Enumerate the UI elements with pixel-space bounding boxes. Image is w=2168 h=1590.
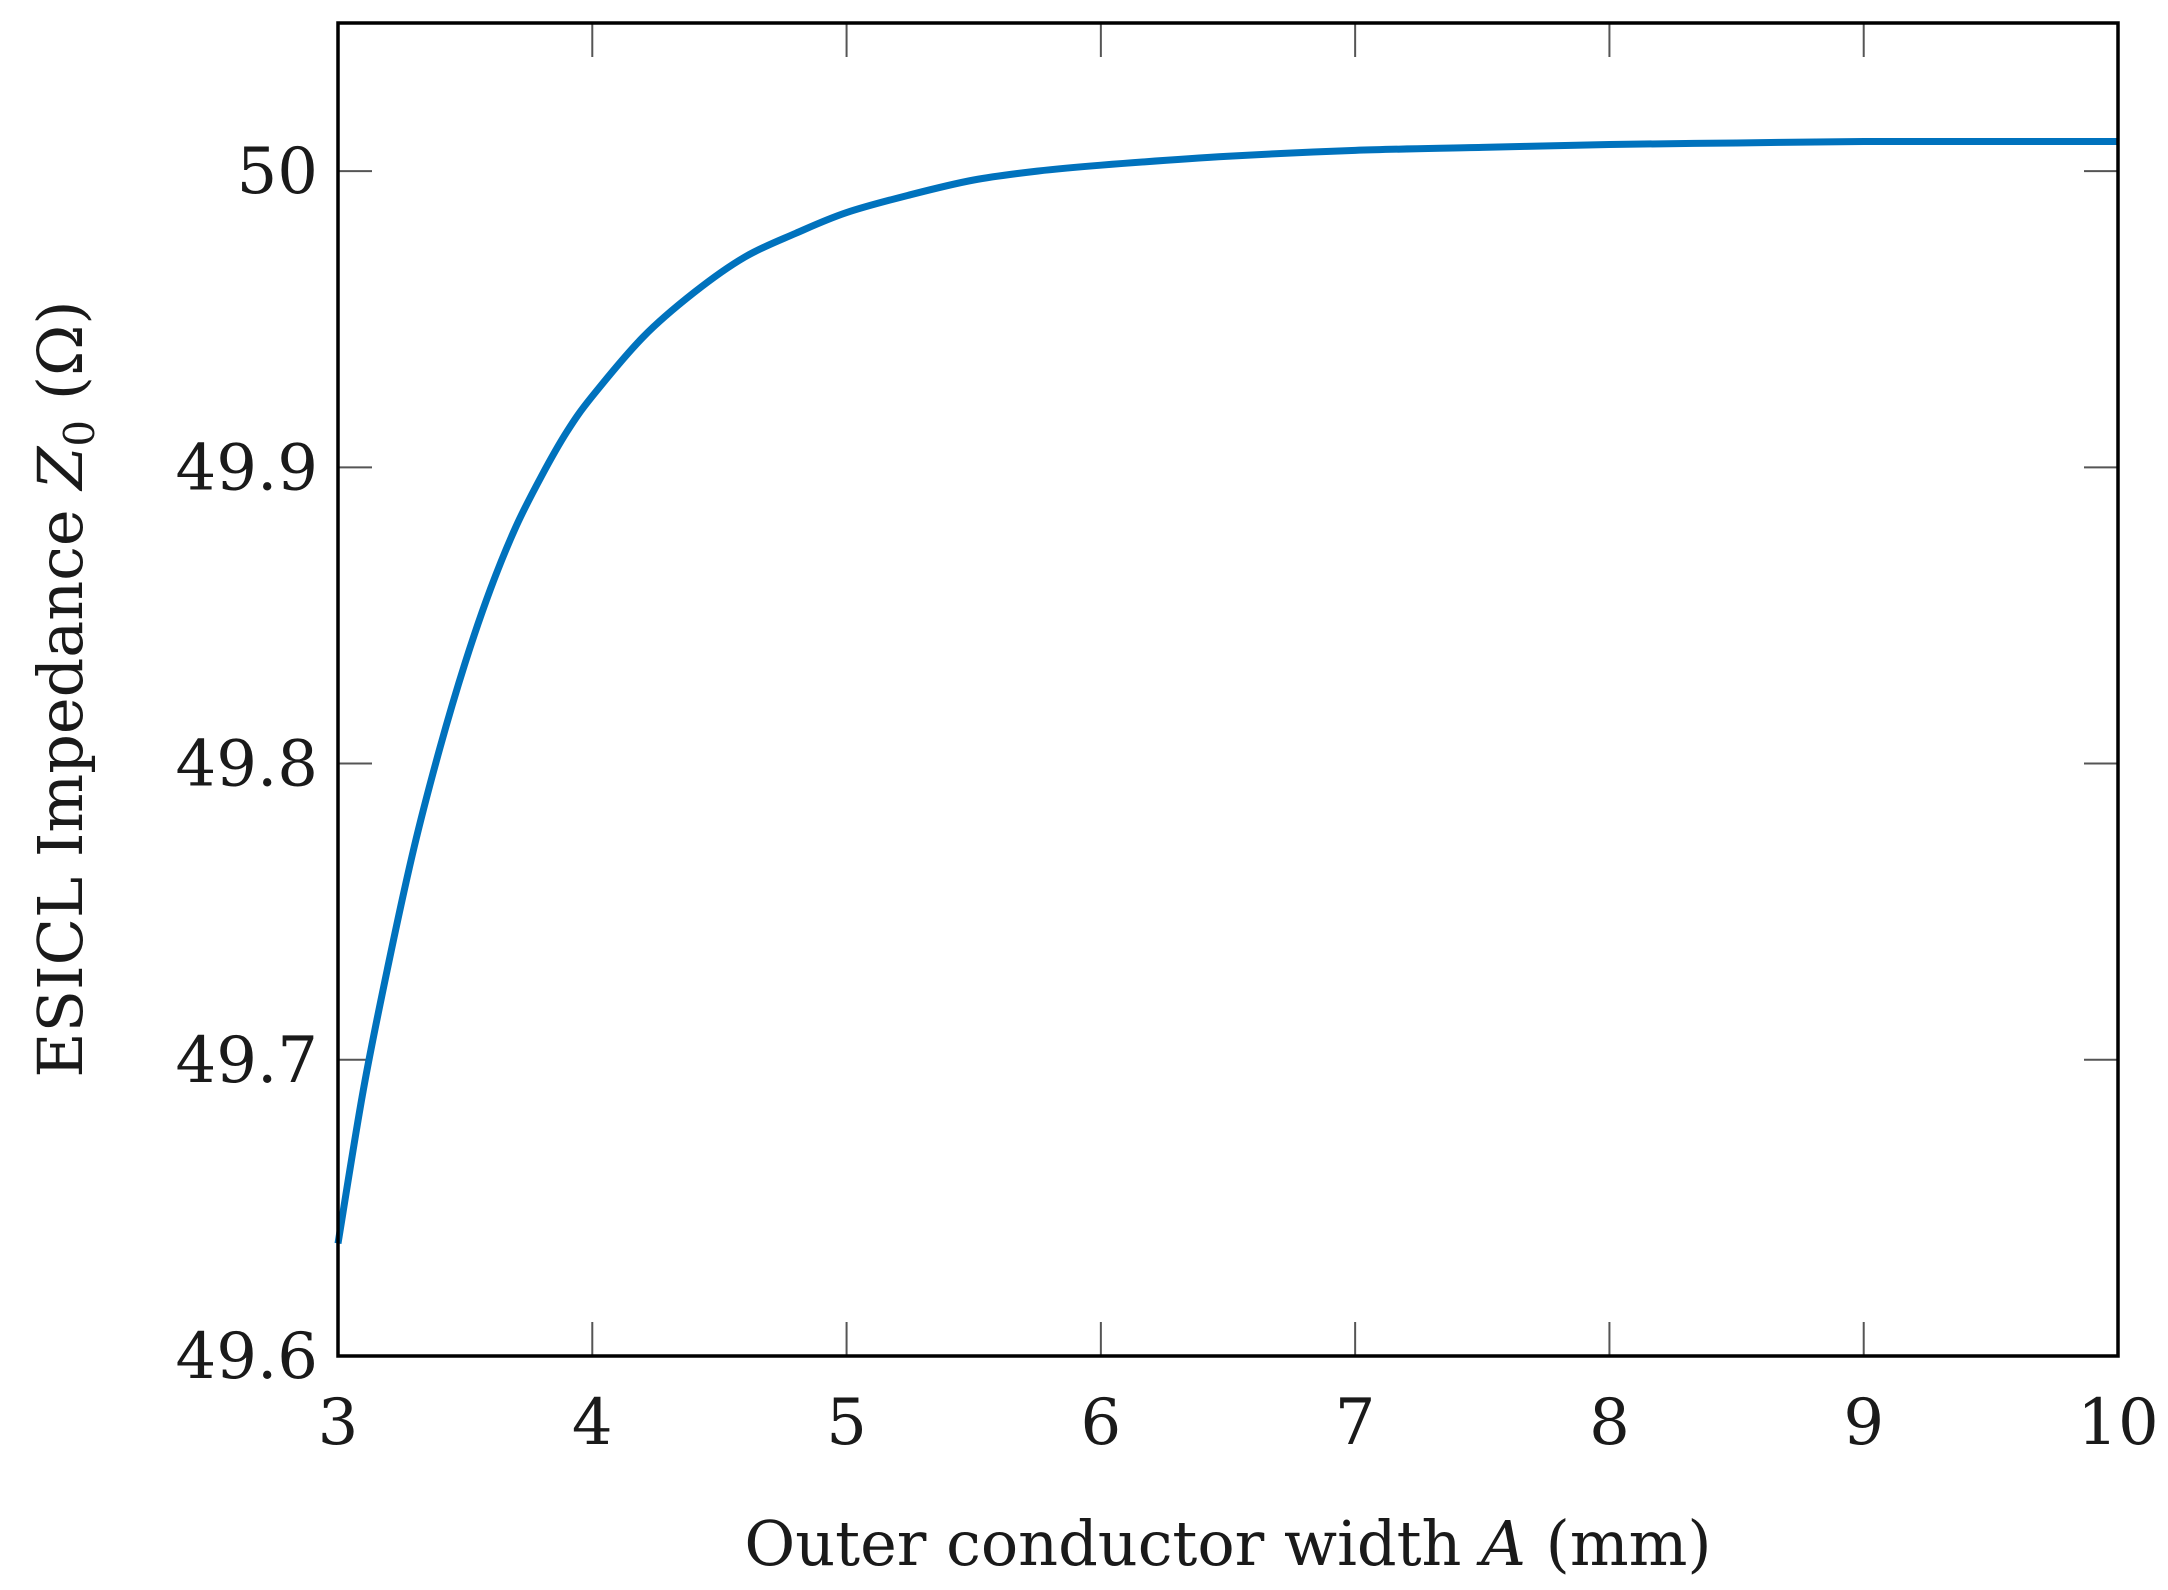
plot-frame	[336, 21, 2120, 1358]
x-tick-label: 10	[2077, 1386, 2158, 1460]
y-tick-label: 49.7	[176, 1024, 319, 1098]
x-tick-label: 5	[826, 1386, 867, 1460]
y-tick-label: 50	[237, 135, 318, 209]
y-tick-label: 49.9	[176, 431, 319, 505]
x-tick-label: 9	[1843, 1386, 1884, 1460]
series-group	[334, 137, 2118, 1245]
y-tick-label: 49.8	[176, 728, 319, 802]
y-axis-title: ESICL Impedance Z0 (Ω)	[24, 300, 104, 1077]
x-tick-label: 4	[572, 1386, 613, 1460]
series-line	[334, 137, 2118, 1245]
x-tick-label: 7	[1335, 1386, 1376, 1460]
y-tick-labels: 49.6 49.7 49.8 49.9 50	[176, 135, 319, 1394]
x-tick-labels: 3 4 5 6 7 8 9 10	[318, 1386, 2159, 1460]
x-tick-label: 8	[1589, 1386, 1630, 1460]
x-tick-label: 3	[318, 1386, 359, 1460]
plot-area	[338, 23, 2118, 1356]
y-tick-label: 49.6	[176, 1320, 319, 1394]
x-axis-title: Outer conductor width A (mm)	[744, 1507, 1711, 1580]
x-tick-label: 6	[1080, 1386, 1121, 1460]
